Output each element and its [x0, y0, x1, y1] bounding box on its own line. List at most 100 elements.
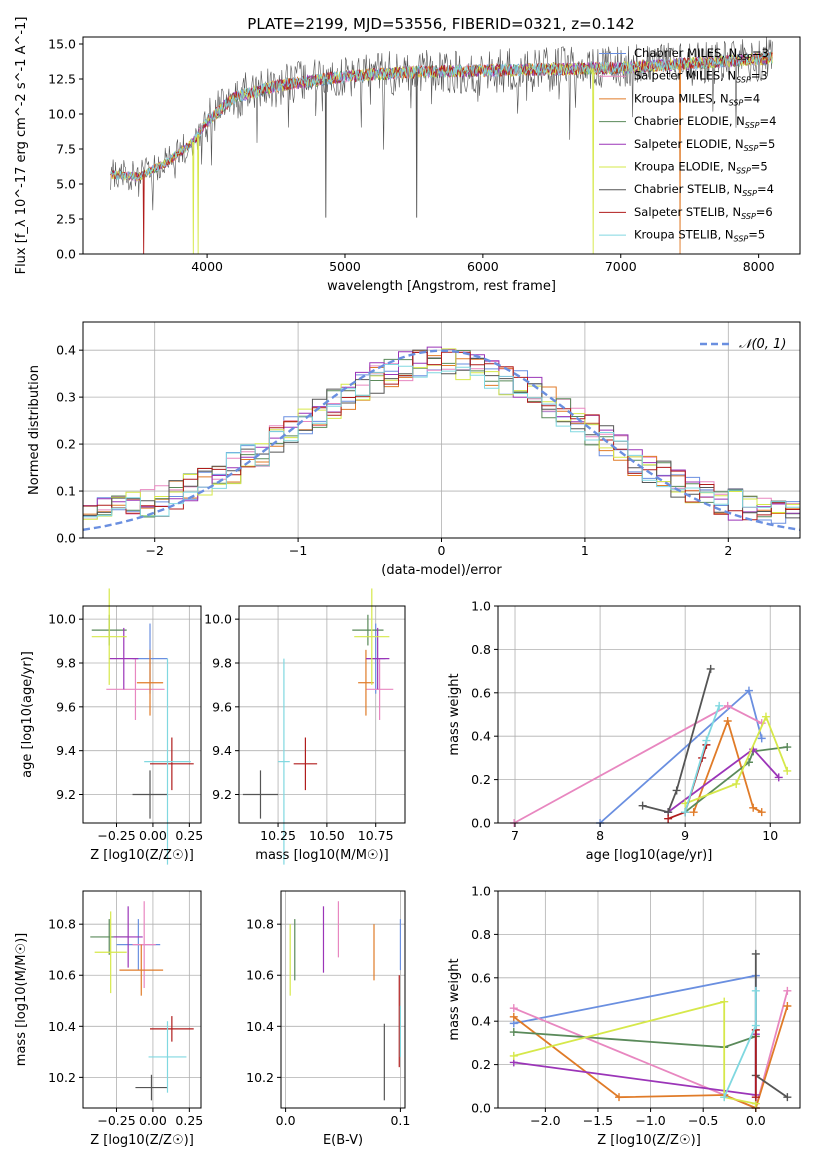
series-kroupa-stelib — [681, 701, 724, 817]
y-tick-label: 0.0 — [56, 531, 76, 546]
plus-marker — [672, 786, 681, 795]
y-tick-label: 10.8 — [246, 917, 274, 932]
series-kroupa-elodie — [681, 712, 792, 808]
plus-marker — [757, 808, 766, 817]
legend-entry: Chabrier MILES, NSSP=3 — [634, 46, 769, 62]
plus-marker — [774, 773, 783, 782]
y-tick-label: 10.0 — [48, 107, 76, 122]
y-tick-label: 9.4 — [56, 743, 76, 758]
legend-ssp-subscript: SSP — [744, 144, 759, 153]
plot-area-mass-vs-Z — [90, 901, 194, 1101]
y-tick-label: 10.2 — [48, 1070, 76, 1085]
legend-model-name: Salpeter ELODIE — [634, 137, 728, 151]
x-tick-label: 10 — [762, 828, 778, 843]
absorption-line — [415, 71, 418, 218]
data-point — [242, 770, 279, 819]
axes-frame — [497, 605, 801, 824]
y-axis-label: age [log10(age/yr)] — [20, 651, 35, 778]
plot-area-mass-vs-EBV — [289, 901, 402, 1101]
series-line — [692, 718, 763, 813]
data-point — [278, 658, 290, 865]
legend-nssp: =4 — [743, 91, 760, 105]
legend-model-name: Salpeter MILES — [634, 69, 720, 83]
x-axis-label: Z [log10(Z/Z☉)] — [90, 848, 194, 863]
y-tick-label: 0.2 — [471, 772, 491, 787]
legend-entry: Salpeter MILES, NSSP=3 — [634, 69, 768, 85]
y-tick-label: 1.0 — [471, 599, 491, 614]
y-tick-label: 10.4 — [246, 1019, 274, 1034]
y-tick-label: 10.2 — [246, 1070, 274, 1085]
plus-marker — [664, 814, 673, 823]
data-point — [136, 649, 164, 716]
x-tick-label: 7000 — [605, 259, 637, 274]
legend-entry: Kroupa ELODIE, NSSP=5 — [634, 160, 768, 176]
plus-marker — [751, 949, 760, 958]
plus-marker — [638, 801, 647, 810]
legend-entry: Chabrier STELIB, NSSP=4 — [634, 182, 774, 198]
data-point — [293, 737, 318, 791]
legend-nssp: =5 — [758, 137, 775, 151]
x-tick-label: 7 — [511, 828, 519, 843]
histogram-salpeter-stelib — [82, 351, 800, 538]
data-point — [119, 944, 164, 996]
legend-n-prefix: , N — [725, 205, 741, 219]
plus-marker — [783, 1002, 792, 1011]
y-tick-label: 10.0 — [48, 612, 76, 627]
legend-nssp: =4 — [757, 182, 774, 196]
panel-weight-vs-age: 7 8 9 10 0.0 0.2 0.4 0.6 0.8 1.0 age [log10(age/yr… — [447, 599, 801, 863]
axes-frame — [82, 890, 202, 1109]
x-tick-label: −2.0 — [530, 1113, 560, 1128]
y-tick-label: 0.2 — [56, 437, 76, 452]
plus-marker — [783, 743, 792, 752]
plus-marker — [509, 1051, 518, 1060]
plus-marker — [751, 986, 760, 995]
legend-nssp: =6 — [756, 205, 773, 219]
x-tick-label: −0.25 — [97, 828, 135, 843]
x-tick-label: 4000 — [191, 259, 223, 274]
y-tick-label: 9.4 — [212, 743, 232, 758]
x-tick-label: 5000 — [329, 259, 361, 274]
x-axis-label: Z [log10(Z/Z☉)] — [90, 1133, 194, 1148]
legend-entry-normal: 𝒩(0, 1) — [739, 337, 786, 352]
data-point — [144, 658, 191, 865]
axes-frame — [238, 605, 406, 824]
plus-marker — [723, 717, 732, 726]
plus-marker — [509, 1012, 518, 1021]
absorption-line — [197, 134, 200, 254]
legend-ssp-subscript: SSP — [741, 212, 756, 221]
data-point — [352, 614, 384, 646]
plus-marker — [689, 808, 698, 817]
x-tick-label: 10.50 — [309, 828, 345, 843]
plus-marker — [720, 997, 729, 1006]
panel-weight-vs-Z: −2.0 −1.5 −1.0 −0.5 0.0 0.0 0.2 0.4 0.6 0.8 1.0 Z [… — [447, 884, 801, 1148]
legend-ssp-subscript: SSP — [734, 235, 749, 244]
x-tick-label: −1.5 — [583, 1113, 613, 1128]
legend-ssp-subscript: SSP — [736, 76, 751, 85]
x-tick-label: −0.25 — [97, 1113, 135, 1128]
legend-nssp: =5 — [748, 228, 765, 242]
data-point — [132, 770, 168, 819]
legend-model-name: Kroupa STELIB — [634, 228, 718, 242]
legend-entry: Salpeter STELIB, NSSP=6 — [634, 205, 773, 221]
absorption-line — [324, 78, 327, 218]
panel-age-vs-mass: 10.25 10.50 10.75 9.2 9.4 9.6 9.8 10.0 mass [log… — [204, 588, 406, 865]
y-axis-label: mass [log10(M/M☉)] — [14, 933, 29, 1066]
data-point — [106, 658, 165, 720]
panel-mass-vs-Z: −0.25 0.00 0.25 10.2 10.4 10.6 10.8 Z [log10(Z/… — [14, 890, 203, 1148]
x-axis-label: mass [log10(M/M☉)] — [255, 848, 388, 863]
x-tick-label: 2 — [724, 543, 732, 558]
legend-ssp-subscript: SSP — [742, 189, 757, 198]
legend-n-prefix: , N — [720, 160, 736, 174]
x-tick-label: 8 — [596, 828, 604, 843]
plot-area-age-vs-mass — [242, 588, 394, 865]
plus-marker — [615, 1093, 624, 1102]
legend-model-name: Kroupa MILES — [634, 91, 713, 105]
series-salpeter-miles — [510, 701, 766, 827]
plus-marker — [702, 736, 711, 745]
plot-area-age-vs-Z — [91, 588, 194, 865]
y-tick-label: 0.6 — [471, 685, 491, 700]
panel-mass-vs-EBV: 0.0 0.1 10.2 10.4 10.6 10.8 E(B-V) — [246, 890, 410, 1148]
plus-marker — [751, 1021, 760, 1030]
y-tick-label: 0.0 — [471, 816, 491, 831]
